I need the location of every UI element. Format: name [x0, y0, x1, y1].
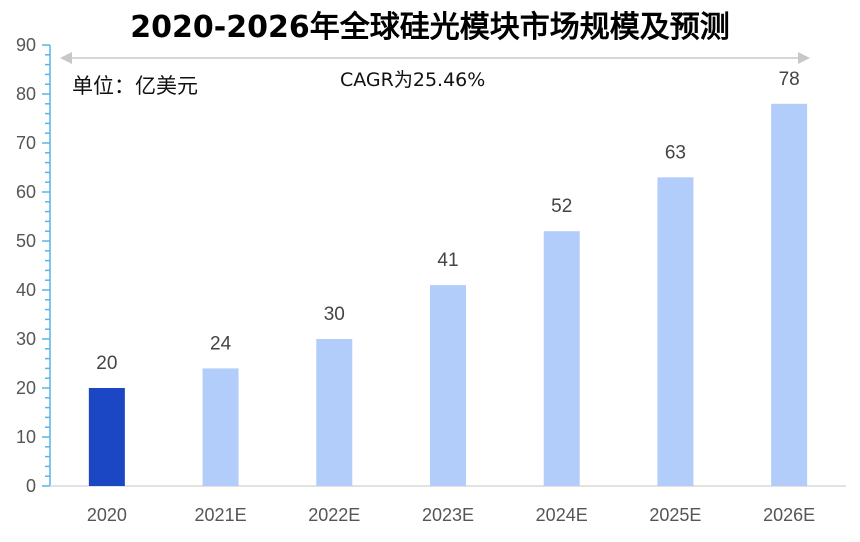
y-tick-label: 30 [16, 329, 36, 349]
cagr-annotation: CAGR为25.46% [340, 69, 486, 91]
data-label-2023E: 41 [437, 250, 458, 271]
y-tick-label: 80 [16, 84, 36, 104]
data-label-2022E: 30 [324, 304, 345, 325]
chart-title: 2020-2026年全球硅光模块市场规模及预测 [130, 10, 730, 45]
range-arrow-right-head [798, 52, 810, 64]
x-tick-label-2023E: 2023E [422, 505, 474, 525]
y-tick-label: 0 [26, 476, 36, 496]
bar-2025E [657, 177, 694, 487]
x-tick-label-2025E: 2025E [649, 505, 701, 525]
bar-2024E [543, 231, 580, 486]
y-tick-label: 40 [16, 280, 36, 300]
data-label-2024E: 52 [551, 196, 572, 217]
x-tick-label-2022E: 2022E [308, 505, 360, 525]
y-tick-label: 10 [16, 427, 36, 447]
x-tick-label-2024E: 2024E [536, 505, 588, 525]
y-tick-label: 70 [16, 133, 36, 153]
bar-2022E [316, 339, 353, 486]
y-tick-label: 20 [16, 378, 36, 398]
bar-2021E [202, 368, 239, 486]
data-label-2021E: 24 [210, 333, 232, 354]
bar-2020 [88, 388, 125, 486]
bar-2023E [430, 285, 466, 486]
x-tick-label-2026E: 2026E [763, 505, 815, 525]
data-label-2026E: 78 [779, 69, 800, 90]
data-label-2025E: 63 [665, 142, 686, 163]
bar-2026E [771, 103, 808, 487]
x-tick-label-2021E: 2021E [195, 505, 247, 525]
y-tick-label: 90 [16, 35, 36, 55]
x-tick-label-2020: 2020 [87, 505, 127, 525]
range-arrow-left-head [60, 52, 72, 64]
data-label-2020: 20 [96, 353, 117, 374]
unit-label: 单位：亿美元 [72, 74, 198, 98]
y-tick-label: 60 [16, 182, 36, 202]
y-tick-label: 50 [16, 231, 36, 251]
